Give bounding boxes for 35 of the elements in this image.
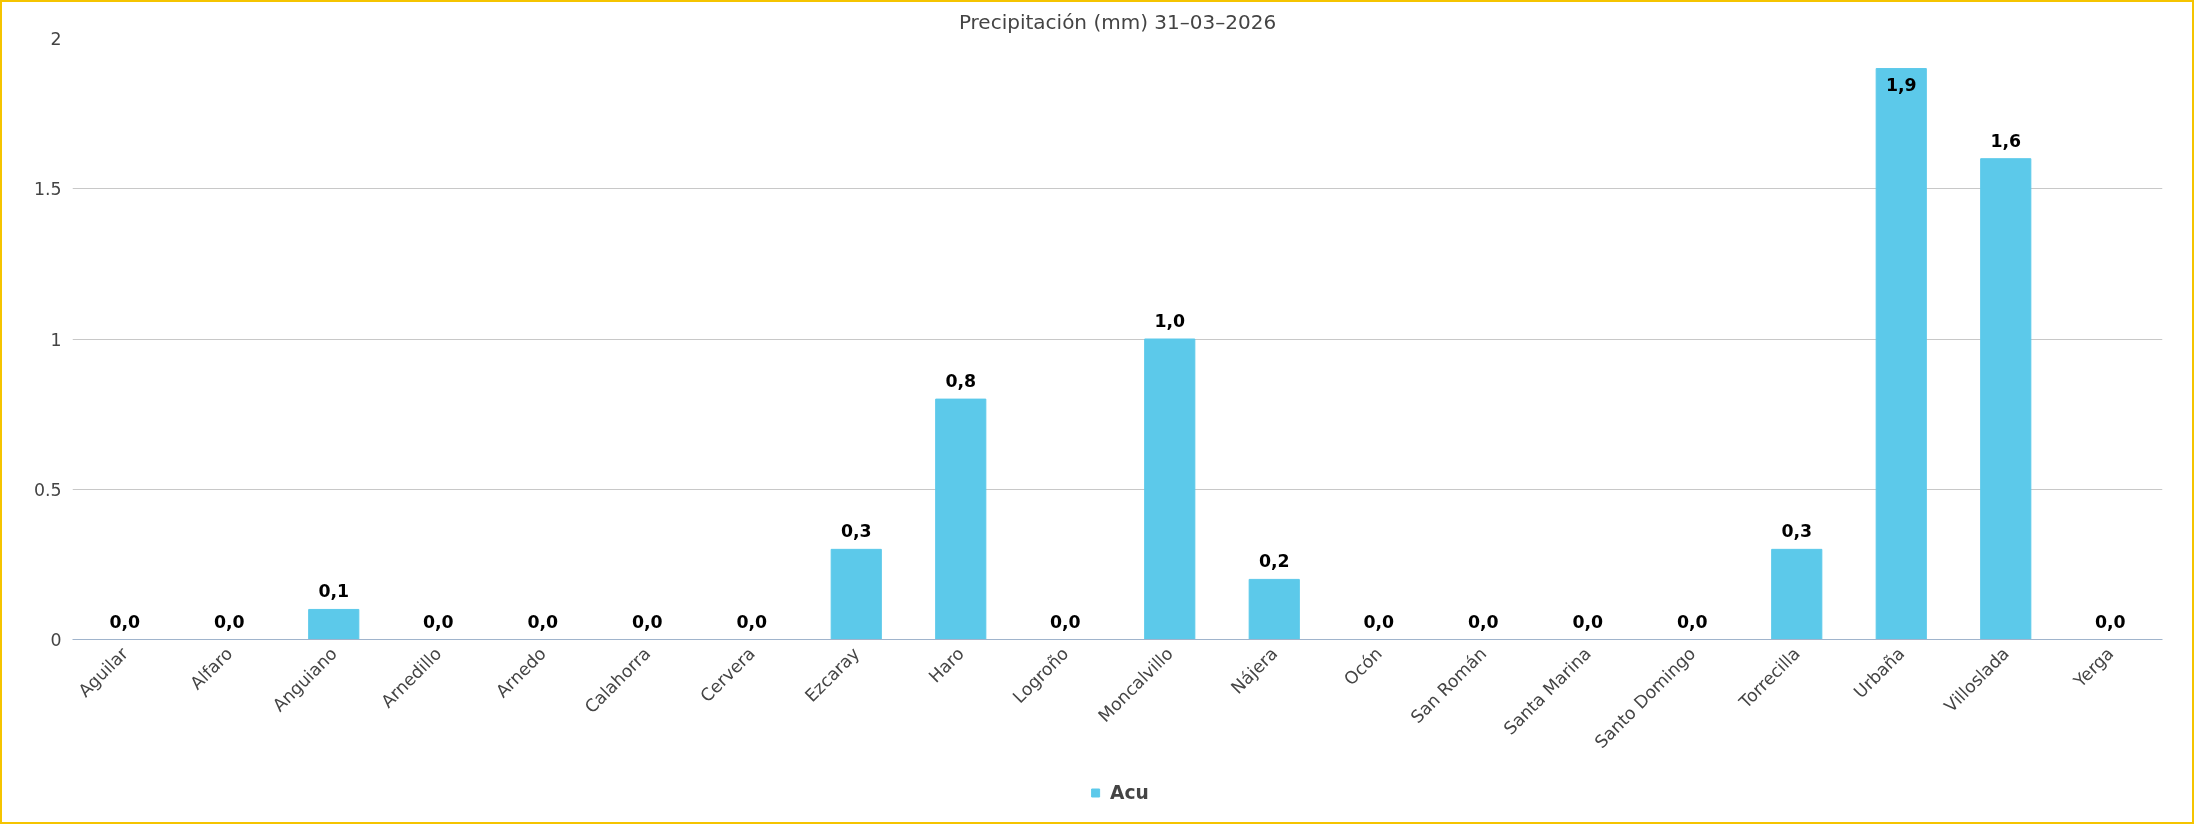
chart-title: Precipitación (mm) 31–03–2026 [958,9,1277,34]
data-label: 0,0 [1467,611,1499,632]
bar [935,398,987,640]
bar [1980,158,2032,640]
data-label: 0,3 [840,521,872,542]
y-tick-label: 1 [50,329,62,350]
bar [1875,68,1927,640]
data-label: 0,0 [109,611,141,632]
legend-label: Acu [1110,781,1149,803]
data-label: 0,0 [736,611,768,632]
data-label: 0,0 [527,611,559,632]
bar [1144,338,1196,640]
data-label: 0,3 [1781,521,1813,542]
y-tick-label: 0.5 [33,479,62,500]
y-tick-label: 0 [50,630,62,650]
data-label: 0,2 [1258,551,1290,572]
data-label: 0,1 [318,581,350,602]
y-tick-label: 1.5 [33,179,62,200]
data-label: 0,0 [1049,611,1081,632]
data-label: 0,0 [1363,611,1395,632]
data-label: 0,0 [2094,611,2126,632]
data-label: 1,0 [1154,311,1186,331]
bar [1248,578,1300,640]
bar [1771,548,1823,640]
y-tick-label: 2 [50,29,62,49]
data-label: 0,8 [945,371,977,392]
data-label: 0,0 [213,611,245,632]
data-label: 0,0 [1572,611,1604,632]
bar [830,548,882,640]
data-label: 1,9 [1885,74,1917,95]
data-label: 0,0 [1676,611,1708,632]
data-label: 0,0 [631,611,663,632]
data-label: 1,6 [1990,130,2022,151]
bar [308,608,360,640]
data-label: 0,0 [422,611,454,632]
